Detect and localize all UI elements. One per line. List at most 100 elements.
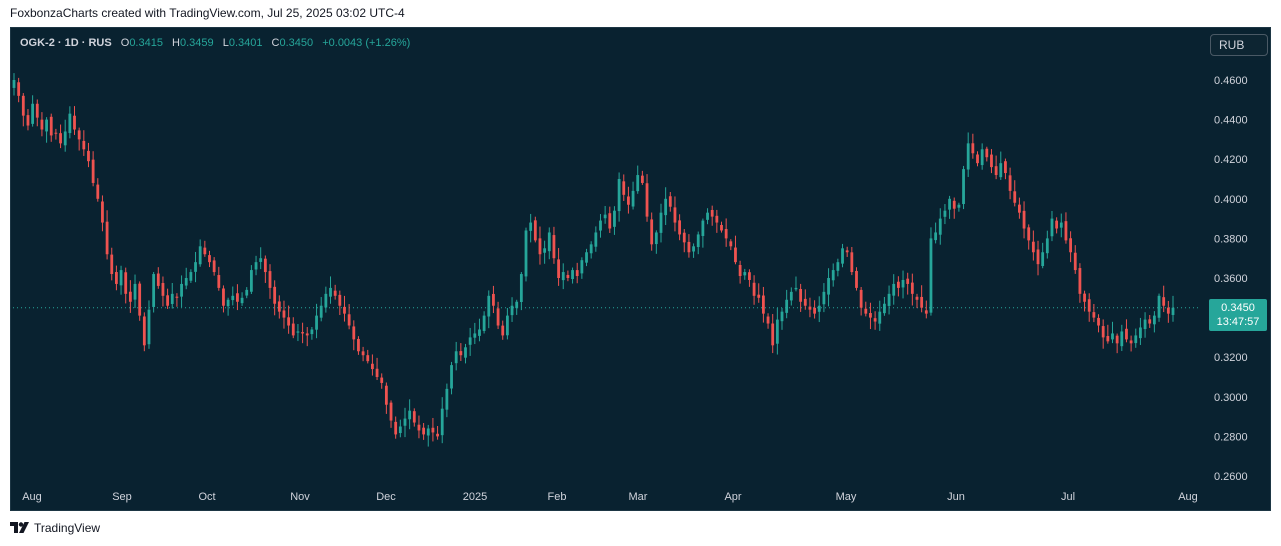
candle (445, 383, 449, 418)
candle (934, 222, 938, 244)
candle-body (1013, 191, 1017, 203)
candle (654, 230, 658, 254)
candle-body (724, 229, 728, 239)
footer-brand-text: TradingView (34, 521, 101, 535)
candle (115, 265, 118, 291)
candle (687, 234, 691, 258)
price-chart[interactable]: 0.4600 0.4400 0.4200 0.4000 0.3800 0.3600 0.34… (11, 28, 1270, 510)
candle (1129, 335, 1133, 352)
candle (664, 187, 668, 226)
candle (398, 419, 402, 438)
candle (524, 227, 528, 282)
candle (855, 267, 858, 291)
candle (966, 132, 970, 177)
chart-panel[interactable]: 0.4600 0.4400 0.4200 0.4000 0.3800 0.3600 0.34… (10, 27, 1271, 511)
candle-body (636, 175, 640, 192)
candle (296, 323, 300, 342)
candle-body (329, 287, 332, 297)
candle (1152, 311, 1156, 333)
candle (273, 280, 277, 316)
candle-body (561, 272, 565, 281)
candle (394, 416, 398, 439)
candle-body (817, 305, 821, 312)
candle (184, 267, 188, 290)
candle (68, 106, 72, 139)
candle (910, 273, 914, 306)
candle-body (198, 246, 202, 265)
candle (640, 170, 644, 185)
candle (166, 288, 170, 309)
candle-body (361, 351, 365, 356)
candle-body (1106, 336, 1110, 342)
symbol-label: OGK-2 · 1D · RUS (20, 37, 112, 49)
candle-body (650, 219, 654, 245)
candle (501, 320, 505, 340)
candle (571, 267, 574, 284)
candle (49, 113, 53, 142)
candle-body (296, 331, 300, 333)
candle (152, 271, 156, 313)
candle (785, 289, 789, 319)
candle (841, 243, 844, 268)
candle-body (599, 220, 602, 231)
candle (994, 155, 998, 180)
candle (384, 382, 388, 414)
candle-body (1031, 241, 1035, 253)
candle-body (822, 291, 826, 305)
candle-body (789, 291, 793, 301)
candle (971, 133, 975, 159)
candle-body (291, 323, 295, 336)
candle (794, 276, 798, 292)
candle (473, 322, 477, 345)
candle (119, 265, 123, 295)
candle (682, 229, 686, 253)
candle (510, 297, 514, 322)
candle-body (203, 247, 207, 255)
candle (580, 257, 584, 279)
candle (35, 99, 39, 127)
time-axis[interactable]: Aug Sep Oct Nov Dec 2025 Feb Mar Apr May Jun Jul Aug (22, 491, 1198, 503)
candle-body (878, 311, 882, 324)
candle (282, 300, 286, 329)
candle (1064, 212, 1068, 244)
candle-body (976, 154, 979, 164)
candle-body (729, 241, 733, 247)
candle-body (287, 317, 291, 326)
candle-body (771, 323, 775, 346)
candle-body (1073, 252, 1077, 271)
candle-body (901, 279, 905, 288)
x-tick-label: Dec (376, 491, 396, 503)
candle (287, 305, 291, 334)
candle-body (687, 241, 691, 253)
candle (352, 320, 356, 351)
x-tick-label: Aug (1178, 491, 1198, 503)
candle-body (333, 290, 337, 296)
candle-body (389, 402, 393, 421)
candle-body (692, 246, 695, 252)
candle-body (398, 426, 402, 434)
candle (333, 284, 337, 300)
candle-body (613, 210, 616, 227)
candle-body (175, 296, 179, 298)
low-value: 0.3401 (228, 37, 263, 49)
candle (417, 415, 421, 439)
candle-body (757, 294, 761, 298)
candle-body (873, 318, 877, 322)
candle (468, 327, 472, 356)
candle (1092, 303, 1096, 323)
currency-button[interactable]: RUB (1210, 34, 1268, 56)
price-axis[interactable]: 0.46000.44000.42000.40000.38000.36000.34… (1214, 75, 1248, 483)
candle (21, 93, 25, 127)
candle (128, 280, 132, 313)
candle-body (1166, 307, 1170, 314)
open-label: O (120, 37, 130, 49)
candle-body (910, 282, 914, 294)
candle (263, 255, 267, 283)
candle (249, 265, 253, 295)
candle-body (105, 221, 109, 255)
candle (696, 231, 700, 255)
candle-body (887, 293, 891, 306)
candle (585, 248, 588, 267)
candle (63, 119, 67, 152)
candle-body (869, 313, 872, 318)
